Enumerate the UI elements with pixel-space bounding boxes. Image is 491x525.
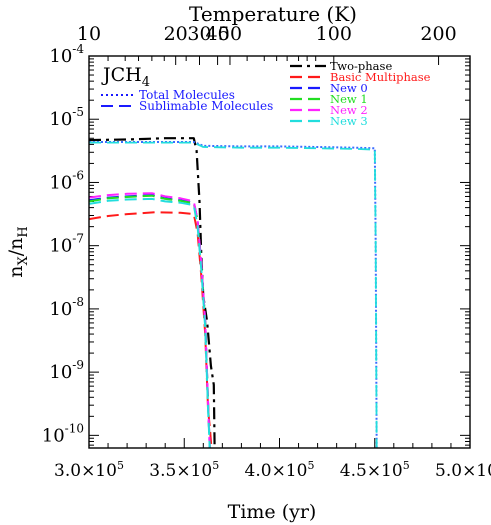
x-tick-exponent: 5 — [212, 459, 219, 472]
y-tick-exponent: -4 — [72, 42, 84, 56]
y-tick-base: 10 — [49, 236, 72, 257]
y-tick-label: 10-5 — [49, 105, 84, 130]
top-tick-label: 50 — [218, 23, 242, 45]
legend-left-label: Total Molecules — [139, 88, 235, 102]
y-tick-label: 10-9 — [49, 358, 84, 383]
top-tick-label: 30 — [187, 23, 211, 45]
y-tick-exponent: -10 — [65, 421, 84, 435]
x-tick-mantissa: 3.5×10 — [149, 461, 212, 481]
top-axis-title: Temperature (K) — [189, 2, 357, 26]
x-tick-label: 5.0×105 — [435, 459, 491, 481]
y-tick-base: 10 — [49, 109, 72, 130]
species-label: JCH4 — [101, 64, 150, 90]
legend-right-label: New 1 — [330, 92, 368, 106]
x-tick-mantissa: 4.0×10 — [245, 461, 308, 481]
series-line-new-3 — [89, 197, 211, 448]
x-tick-mantissa: 3.0×10 — [54, 461, 117, 481]
series-line-total-molecules — [89, 141, 378, 448]
series-lines — [89, 137, 378, 448]
y-tick-base: 10 — [49, 299, 72, 320]
x-tick-mantissa: 4.5×10 — [340, 461, 403, 481]
y-tick-label: 10-4 — [49, 42, 84, 67]
y-tick-base: 10 — [42, 425, 65, 446]
x-tick-exponent: 5 — [307, 459, 314, 472]
y-tick-exponent: -9 — [72, 358, 84, 372]
top-tick-label: 100 — [316, 23, 352, 45]
y-tick-exponent: -7 — [72, 232, 84, 246]
x-tick-label: 4.5×105 — [340, 459, 410, 481]
y-tick-label: 10-10 — [42, 421, 84, 446]
x-axis-title: Time (yr) — [228, 501, 317, 523]
legend-right-label: New 3 — [330, 114, 368, 128]
plot-frame — [88, 55, 471, 449]
y-axis-title-sub-x: X — [16, 256, 31, 266]
y-tick-label: 10-7 — [49, 232, 84, 257]
x-tick-exponent: 5 — [403, 459, 410, 472]
y-tick-base: 10 — [49, 46, 72, 67]
series-line-two-phase — [89, 137, 216, 448]
x-tick-label: 3.0×105 — [54, 459, 124, 481]
x-tick-label: 4.0×105 — [245, 459, 315, 481]
y-tick-base: 10 — [49, 362, 72, 383]
y-tick-exponent: -8 — [72, 295, 84, 309]
x-tick-label: 3.5×105 — [149, 459, 219, 481]
species-label-main: JCH — [101, 64, 142, 86]
legend-right-label: Basic Multiphase — [330, 70, 431, 84]
y-tick-label: 10-6 — [49, 168, 84, 193]
y-axis-title-n: n — [5, 266, 27, 278]
legend-left-label: Sublimable Molecules — [139, 99, 273, 113]
series-line-new-0 — [89, 194, 211, 448]
y-axis-title-sub-h: H — [16, 226, 31, 237]
y-tick-base: 10 — [49, 172, 72, 193]
top-tick-label: 10 — [77, 23, 101, 45]
top-tick-label: 40 — [205, 23, 229, 45]
legend-right-label: New 0 — [330, 81, 368, 95]
y-tick-exponent: -5 — [72, 105, 84, 119]
x-tick-mantissa: 5.0×10 — [435, 461, 491, 481]
top-tick-label: 200 — [420, 23, 456, 45]
series-line-new-1 — [89, 194, 211, 448]
y-axis-title: nX/nH — [5, 226, 31, 278]
series-line-basic-multiphase — [89, 211, 213, 448]
series-line-new-2 — [89, 192, 211, 448]
y-tick-exponent: -6 — [72, 168, 84, 182]
ticks-layer: 3.0×1053.5×1054.0×1054.5×1055.0×10510203… — [42, 23, 491, 481]
series-line-sublimable-molecules — [89, 141, 378, 448]
legend-right-label: New 2 — [330, 103, 368, 117]
x-tick-exponent: 5 — [117, 459, 124, 472]
legend-right-label: Two-phase — [330, 59, 392, 73]
top-tick-label: 20 — [164, 23, 188, 45]
y-tick-label: 10-8 — [49, 295, 84, 320]
y-axis-title-slash: /n — [5, 238, 27, 257]
species-label-subscript: 4 — [142, 75, 150, 90]
